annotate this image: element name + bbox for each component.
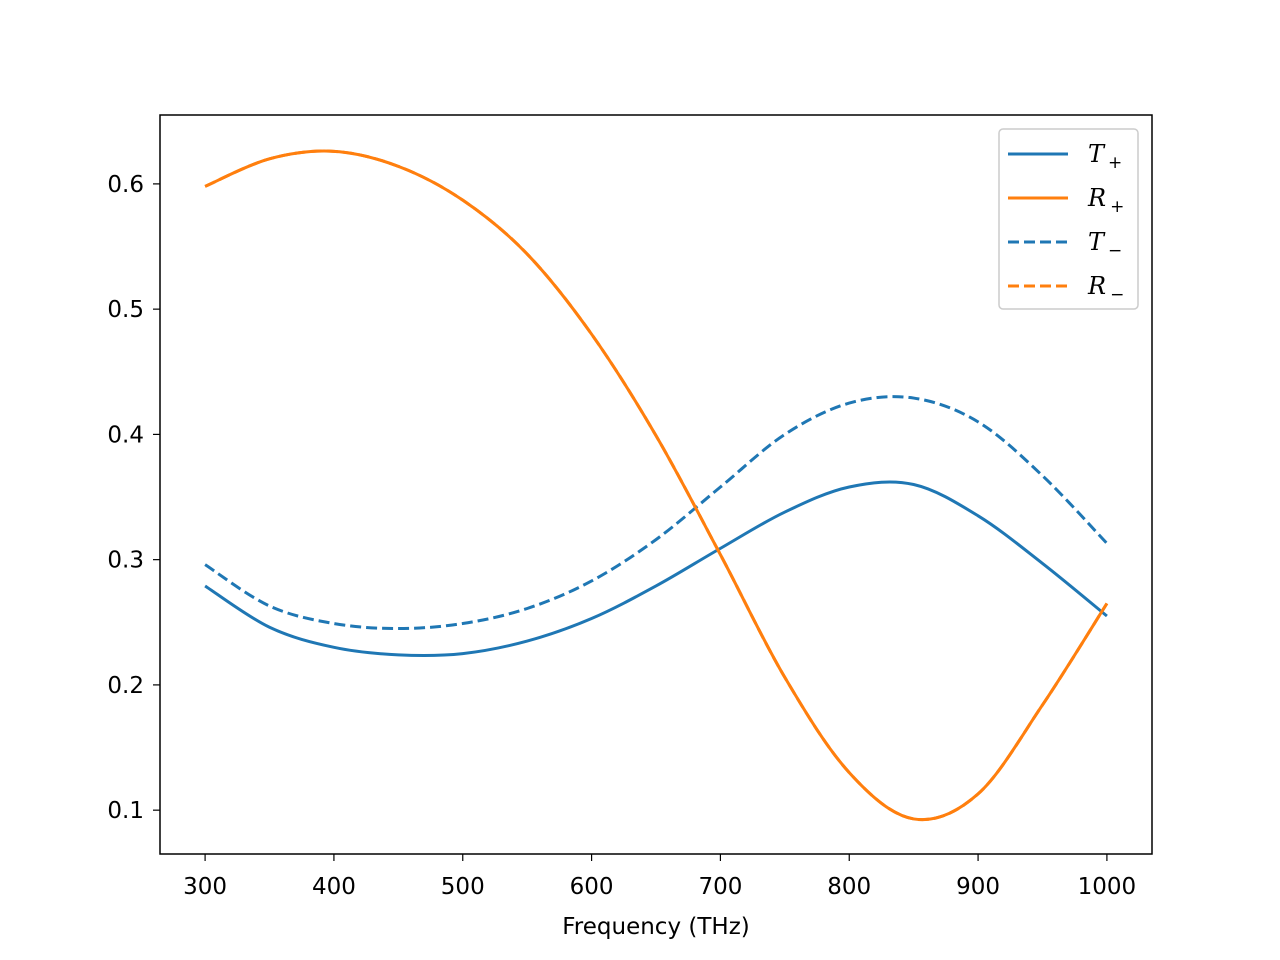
x-axis: 300 400 500 600 700 800 900 1000 [183, 854, 1136, 900]
y-axis: 0.1 0.2 0.3 0.4 0.5 0.6 [107, 172, 160, 824]
series-layer [204, 149, 1109, 822]
x-tick-label: 400 [312, 874, 356, 900]
x-tick-label: 500 [441, 874, 485, 900]
series-line-3 [204, 395, 1108, 631]
legend-box [998, 128, 1139, 310]
x-tick-label: 800 [827, 874, 871, 900]
y-tick-label: 0.4 [107, 422, 144, 448]
legend: T +R +T −R − [998, 128, 1139, 310]
series-line-4 [204, 149, 1109, 822]
y-tick-label: 0.5 [107, 297, 144, 323]
x-tick-label: 900 [956, 874, 1000, 900]
x-tick-label: 300 [183, 874, 227, 900]
y-tick-label: 0.2 [107, 673, 144, 699]
y-tick-label: 0.3 [107, 548, 144, 574]
plot-frame [159, 114, 1153, 855]
x-tick-label: 600 [570, 874, 614, 900]
x-tick-label: 700 [698, 874, 742, 900]
x-axis-label: Frequency (THz) [562, 914, 750, 940]
y-tick-label: 0.6 [107, 172, 144, 198]
series-line-1 [204, 480, 1108, 658]
x-tick-label: 1000 [1078, 874, 1137, 900]
y-tick-label: 0.1 [107, 798, 144, 824]
